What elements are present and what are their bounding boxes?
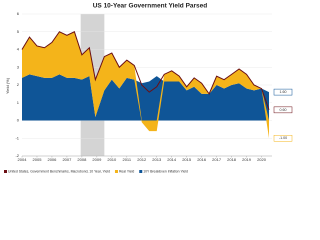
- page: US 10-Year Government Yield Parsed Yield…: [4, 2, 293, 174]
- y-tick-label: 6: [17, 11, 20, 16]
- x-tick-label: 2016: [197, 157, 207, 162]
- x-tick-label: 2012: [137, 157, 147, 162]
- legend-swatch: [4, 170, 7, 173]
- x-tick-label: 2015: [182, 157, 192, 162]
- x-tick-label: 2008: [77, 157, 87, 162]
- x-tick-label: 2020: [257, 157, 267, 162]
- value-box: [273, 88, 293, 96]
- x-tick-label: 2009: [92, 157, 102, 162]
- legend-label: Real Yield: [119, 169, 134, 173]
- x-tick-label: 2013: [152, 157, 162, 162]
- real-yield-area: [22, 31, 270, 139]
- x-tick-label: 2004: [18, 157, 28, 162]
- y-tick-label: 3: [17, 64, 20, 69]
- x-tick-label: 2006: [47, 157, 57, 162]
- y-tick-label: 0: [17, 118, 20, 123]
- chart: US 10-Year Government Yield Parsed Yield…: [4, 3, 293, 173]
- legend-swatch: [139, 170, 143, 173]
- yield-line: [21, 31, 270, 111]
- value-label: 0.60: [280, 108, 287, 112]
- value-box: [273, 106, 293, 114]
- x-tick-label: 2019: [242, 157, 252, 162]
- chart-title: US 10-Year Government Yield Parsed: [93, 3, 208, 10]
- y-tick-label: -1: [15, 135, 19, 140]
- value-label: -1.00: [279, 136, 287, 140]
- x-tick-label: 2007: [62, 157, 72, 162]
- value-label: 1.60: [280, 90, 287, 94]
- x-tick-label: 2011: [122, 157, 131, 162]
- y-tick-label: 2: [17, 82, 20, 87]
- y-tick-label: -2: [15, 153, 19, 158]
- y-tick-label: 5: [17, 29, 20, 34]
- x-tick-label: 2005: [33, 157, 43, 162]
- x-tick-label: 2017: [212, 157, 222, 162]
- y-tick-label: 4: [17, 47, 20, 52]
- x-tick-label: 2018: [227, 157, 237, 162]
- legend-swatch: [114, 170, 118, 173]
- breakeven-area: [22, 74, 270, 121]
- value-box: [273, 135, 293, 142]
- x-tick-label: 2014: [167, 157, 177, 162]
- y-tick-label: 1: [17, 100, 20, 105]
- x-tick-label: 2010: [107, 157, 117, 162]
- legend-label: 10Y BreakEven Inflation Yield: [143, 169, 188, 173]
- legend-label: United States, Government Benchmarks, Ma…: [8, 169, 110, 173]
- y-axis-label: Yield (%): [5, 77, 10, 94]
